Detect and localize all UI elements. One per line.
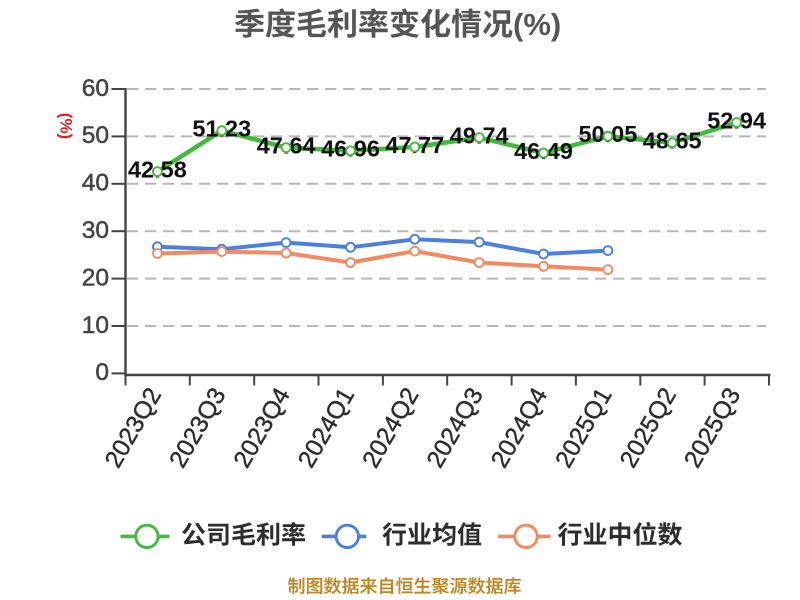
svg-text:2025Q1: 2025Q1 [551,384,618,473]
svg-text:2023Q2: 2023Q2 [100,384,167,473]
svg-text:(%): (%) [57,113,76,139]
svg-text:10: 10 [82,312,109,339]
svg-text:60: 60 [82,75,109,102]
svg-text:2024Q3: 2024Q3 [422,384,489,473]
svg-text:0: 0 [95,359,109,386]
svg-text:2024Q4: 2024Q4 [486,384,553,473]
svg-text:2024Q1: 2024Q1 [293,384,360,473]
svg-text:(%): (%) [513,7,561,42]
svg-text:20: 20 [82,264,109,291]
svg-text:2024Q2: 2024Q2 [358,384,425,473]
svg-text:2025Q2: 2025Q2 [615,384,682,473]
svg-text:2023Q3: 2023Q3 [165,384,232,473]
svg-text:30: 30 [82,217,109,244]
svg-text:2025Q3: 2025Q3 [679,384,746,473]
svg-text:50: 50 [82,122,109,149]
svg-text:40: 40 [82,170,109,197]
svg-text:2023Q4: 2023Q4 [229,384,296,473]
